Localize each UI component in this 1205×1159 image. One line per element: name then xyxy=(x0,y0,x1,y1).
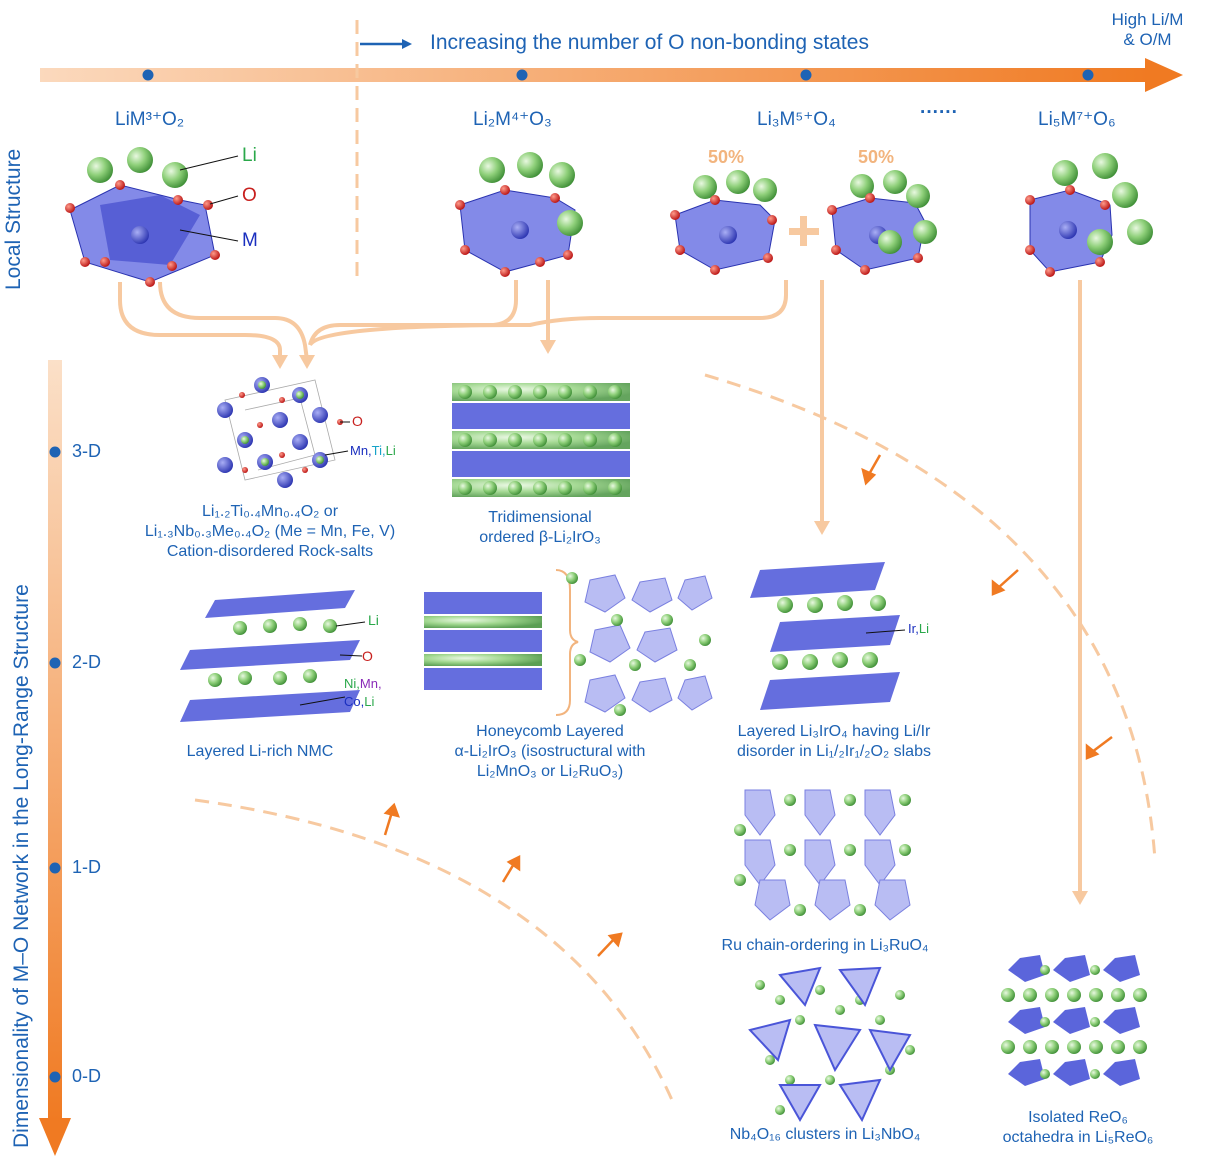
beta-li2iro3-structure xyxy=(452,383,630,497)
high-label-line1: High Li/M xyxy=(1111,10,1184,29)
layered-li3iro4-structure xyxy=(750,562,906,710)
axis-dot-3 xyxy=(800,69,812,81)
li3iro4-label: Ir,Li xyxy=(908,621,929,636)
nmc-li2: Li xyxy=(364,694,375,709)
legend-m: M xyxy=(242,230,258,251)
level-dot-0d xyxy=(49,1071,61,1083)
legend-li: Li xyxy=(242,145,257,166)
local-structure-li3mo4-a xyxy=(670,170,777,275)
nmc-li-label: Li xyxy=(368,612,379,628)
level-dot-3d xyxy=(49,446,61,458)
axis-dot-2 xyxy=(516,69,528,81)
percent-right: 50% xyxy=(858,147,895,167)
formula-limo2: LiM³⁺O₂ xyxy=(115,109,185,130)
li5reo6-structure xyxy=(1001,955,1147,1086)
beta-caption-2: ordered β-Li₂IrO₃ xyxy=(479,529,601,546)
left-axis-arrow xyxy=(39,360,71,1156)
nmc-ni: Ni, xyxy=(344,676,360,691)
nmc-mn: Mn, xyxy=(359,676,382,691)
level-dot-1d xyxy=(49,862,61,874)
boundary-arc-upper xyxy=(704,373,1157,861)
li3iro4-caption-2: disorder in Li₁/₂Ir₁/₂O₂ slabs xyxy=(737,743,931,760)
nmc-co: Co, xyxy=(344,694,365,709)
level-dot-2d xyxy=(49,657,61,669)
label-arrow-icon xyxy=(360,39,412,49)
local-structure-li3mo4-b xyxy=(827,170,937,275)
nb-caption: Nb₄O₁₆ clusters in Li₃NbO₄ xyxy=(729,1126,921,1143)
re-caption: Isolated ReO₆ octahedra in Li₅ReO₆ xyxy=(968,1108,1188,1148)
honeycomb-caption-2: α-Li₂IrO₃ (isostructural with xyxy=(454,743,646,760)
local-structure-label: Local Structure xyxy=(2,148,25,290)
re-caption-2: octahedra in Li₅ReO₆ xyxy=(1002,1129,1154,1146)
legend-o: O xyxy=(242,185,257,206)
honeycomb-caption: Honeycomb Layered α-Li₂IrO₃ (isostructur… xyxy=(405,722,695,782)
layered-nmc-structure xyxy=(180,590,366,722)
honeycomb-caption-3: Li₂MnO₃ or Li₂RuO₃) xyxy=(476,763,624,780)
dimensionality-label: Dimensionality of M–O Network in the Lon… xyxy=(10,584,33,1148)
nmc-o-label: O xyxy=(362,648,373,664)
li3iro4-li: Li xyxy=(918,621,929,636)
plus-icon xyxy=(789,216,819,246)
rocksalt-caption-2: Li₁.₃Nb₀.₃Me₀.₄O₂ (Me = Mn, Fe, V) xyxy=(144,523,396,540)
high-limo-label: High Li/M & O/M xyxy=(1095,10,1200,50)
nmc-cation-label: Ni,Mn, Co,Li xyxy=(344,675,382,711)
axis-dot-4 xyxy=(1082,69,1094,81)
axis-dot-1 xyxy=(142,69,154,81)
formula-li2mo3: Li₂M⁴⁺O₃ xyxy=(473,109,552,130)
level-2d: 2-D xyxy=(72,652,102,672)
rocksalt-ti: Ti, xyxy=(371,443,386,458)
li3iro4-ir: Ir, xyxy=(908,621,919,636)
top-arrow-label: Increasing the number of O non-bonding s… xyxy=(430,31,869,54)
honeycomb-layered-structure xyxy=(424,569,713,716)
boundary-arc-lower xyxy=(194,798,674,1101)
local-structure-limo2 xyxy=(65,147,239,287)
li3iro4-caption: Layered Li₃IrO₄ having Li/Ir disorder in… xyxy=(700,722,968,762)
connector-arrowheads xyxy=(272,340,1088,905)
percent-left: 50% xyxy=(708,147,745,167)
level-3d: 3-D xyxy=(72,441,102,461)
rocksalt-structure xyxy=(217,377,350,488)
ru-chain-structure xyxy=(734,789,911,921)
formula-li5mo6: Li₅M⁷⁺O₆ xyxy=(1038,109,1116,130)
nb4o16-structure xyxy=(748,966,915,1123)
rocksalt-cation-label: Mn,Ti,Li xyxy=(350,443,396,458)
level-1d: 1-D xyxy=(72,857,102,877)
rocksalt-mn: Mn, xyxy=(350,443,372,458)
li3iro4-caption-1: Layered Li₃IrO₄ having Li/Ir xyxy=(737,723,931,740)
top-axis-arrow xyxy=(40,58,1183,92)
local-structure-li5mo6 xyxy=(1025,153,1153,277)
local-structure-li2mo3 xyxy=(455,152,583,277)
rocksalt-caption-3: Cation-disordered Rock-salts xyxy=(166,543,374,560)
rocksalt-o-label: O xyxy=(352,413,363,429)
rocksalt-caption: Li₁.₂Ti₀.₄Mn₀.₄O₂ or Li₁.₃Nb₀.₃Me₀.₄O₂ (… xyxy=(110,502,430,562)
formula-ellipsis: ······ xyxy=(920,102,958,123)
arc-direction-arrows xyxy=(383,454,1113,957)
beta-caption: Tridimensional ordered β-Li₂IrO₃ xyxy=(450,508,630,548)
high-label-line2: & O/M xyxy=(1123,30,1172,49)
re-caption-1: Isolated ReO₆ xyxy=(1028,1109,1128,1126)
connector-arrows xyxy=(118,280,1082,895)
level-0d: 0-D xyxy=(72,1066,102,1086)
nmc-caption: Layered Li-rich NMC xyxy=(186,743,334,760)
beta-caption-1: Tridimensional xyxy=(488,509,592,526)
ru-caption: Ru chain-ordering in Li₃RuO₄ xyxy=(721,937,929,954)
rocksalt-caption-1: Li₁.₂Ti₀.₄Mn₀.₄O₂ or xyxy=(201,503,339,520)
honeycomb-caption-1: Honeycomb Layered xyxy=(476,723,624,740)
rocksalt-li: Li xyxy=(385,443,396,458)
formula-li3mo4: Li₃M⁵⁺O₄ xyxy=(757,109,836,130)
